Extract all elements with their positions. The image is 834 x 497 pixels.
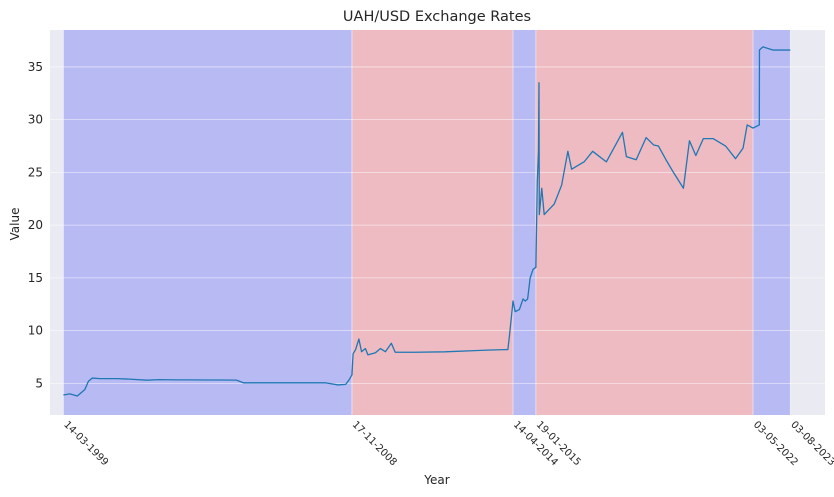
y-tick-label: 25 xyxy=(28,165,43,179)
x-tick-label: 14-03-1999 xyxy=(61,419,110,468)
x-axis-label: Year xyxy=(423,473,449,487)
shaded-span-red xyxy=(535,30,754,415)
shaded-span-blue xyxy=(753,30,791,415)
y-tick-label: 15 xyxy=(28,271,43,285)
series-line xyxy=(63,46,791,397)
y-tick-label: 10 xyxy=(28,324,43,338)
shaded-span-blue xyxy=(513,30,536,415)
y-tick-label: 35 xyxy=(28,60,43,74)
y-tick-label: 20 xyxy=(28,218,43,232)
chart-title: UAH/USD Exchange Rates xyxy=(343,9,531,25)
y-tick-label: 5 xyxy=(35,376,43,390)
shaded-span-blue xyxy=(63,30,352,415)
x-tick-label: 17-11-2008 xyxy=(350,419,399,468)
y-tick-label: 30 xyxy=(28,113,43,127)
y-axis-label: Value xyxy=(8,208,22,241)
shaded-span-red xyxy=(351,30,514,415)
